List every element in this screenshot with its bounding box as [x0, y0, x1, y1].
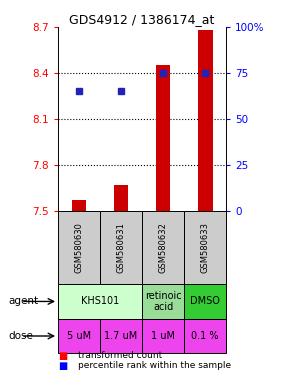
Bar: [184, 319, 226, 353]
Text: transformed count: transformed count: [78, 351, 163, 361]
Text: GSM580632: GSM580632: [159, 222, 168, 273]
Bar: [142, 284, 184, 319]
Text: 5 uM: 5 uM: [67, 331, 91, 341]
Text: GSM580633: GSM580633: [201, 222, 210, 273]
Text: 0.1 %: 0.1 %: [191, 331, 219, 341]
Text: ■: ■: [58, 351, 67, 361]
Text: ■: ■: [58, 361, 67, 371]
Bar: [142, 319, 184, 353]
Bar: [114, 185, 128, 211]
Text: percentile rank within the sample: percentile rank within the sample: [78, 361, 231, 370]
Bar: [198, 30, 213, 211]
Text: 1.7 uM: 1.7 uM: [104, 331, 138, 341]
Bar: [58, 284, 142, 319]
Text: GSM580631: GSM580631: [117, 222, 126, 273]
Bar: [156, 65, 171, 211]
Title: GDS4912 / 1386174_at: GDS4912 / 1386174_at: [69, 13, 215, 26]
Text: retinoic
acid: retinoic acid: [145, 291, 182, 312]
Bar: [58, 211, 100, 284]
Text: dose: dose: [9, 331, 34, 341]
Bar: [58, 319, 100, 353]
Bar: [184, 284, 226, 319]
Bar: [184, 211, 226, 284]
Bar: [72, 200, 86, 211]
Bar: [100, 211, 142, 284]
Text: agent: agent: [9, 296, 39, 306]
Text: DMSO: DMSO: [190, 296, 220, 306]
Text: KHS101: KHS101: [81, 296, 119, 306]
Bar: [100, 319, 142, 353]
Text: 1 uM: 1 uM: [151, 331, 175, 341]
Text: GSM580630: GSM580630: [75, 222, 84, 273]
Bar: [142, 211, 184, 284]
